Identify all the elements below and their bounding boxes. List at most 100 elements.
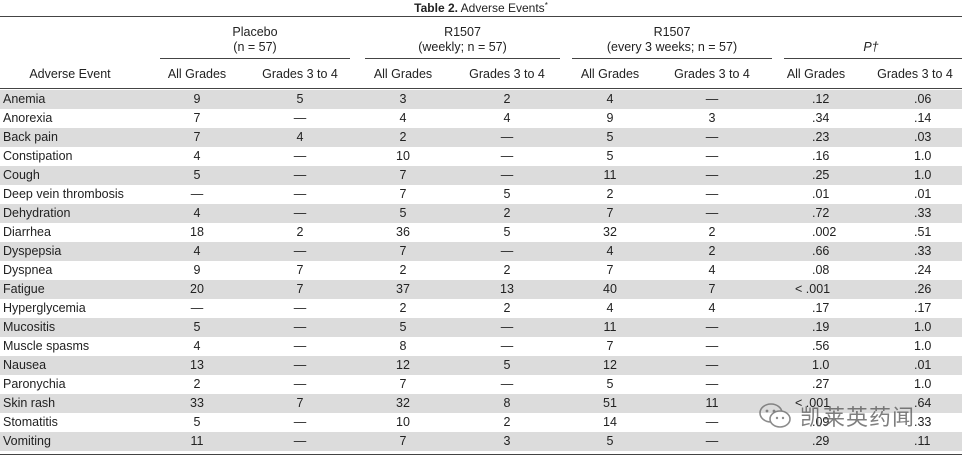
row-event-name: Dyspnea <box>3 263 53 277</box>
table-cell: 5 <box>193 320 201 334</box>
table-cell: 4 <box>193 149 201 163</box>
table-cell: — <box>705 206 719 220</box>
top-rule <box>0 16 962 17</box>
table-label: Table 2. <box>414 1 458 15</box>
table-cell: 2 <box>503 263 511 277</box>
table-cell: .09 <box>812 415 830 429</box>
table-cell: 5 <box>606 434 614 448</box>
table-cell: — <box>705 168 719 182</box>
group-header-placebo: Placebo (n = 57) <box>160 25 350 55</box>
table-cell: .17 <box>914 301 932 315</box>
group-subtitle: (every 3 weeks; n = 57) <box>606 40 738 54</box>
group-underline <box>365 58 560 59</box>
row-band <box>0 280 962 299</box>
table-cell: .66 <box>812 244 830 258</box>
table-cell: 2 <box>503 415 511 429</box>
table-cell: 2 <box>503 92 511 106</box>
table-cell: — <box>705 434 719 448</box>
table-cell: 12 <box>396 358 410 372</box>
table-cell: .64 <box>914 396 932 410</box>
group-title: Placebo <box>232 25 278 39</box>
table-cell: 4 <box>708 301 716 315</box>
table-cell: 5 <box>193 415 201 429</box>
group-underline <box>572 58 772 59</box>
table-cell: 2 <box>296 225 304 239</box>
table-cell: — <box>705 149 719 163</box>
table-cell: 2 <box>708 244 716 258</box>
table-cell: — <box>500 130 514 144</box>
row-event-name: Stomatitis <box>3 415 58 429</box>
table-cell: 2 <box>606 187 614 201</box>
table-cell: 4 <box>606 301 614 315</box>
table-cell: 4 <box>193 244 201 258</box>
header-rule <box>0 88 962 89</box>
table-cell: .11 <box>914 434 931 448</box>
table-cell: .25 <box>812 168 830 182</box>
row-event-name: Anemia <box>3 92 46 106</box>
row-band <box>0 242 962 261</box>
table-title: Adverse Events <box>460 1 545 15</box>
table-caption: Table 2. Adverse Events* <box>0 0 962 16</box>
col-header: Grades 3 to 4 <box>674 67 750 81</box>
row-band <box>0 128 962 147</box>
table-cell: — <box>705 415 719 429</box>
row-band <box>0 90 962 109</box>
table-cell: .16 <box>812 149 830 163</box>
table-cell: 11 <box>603 320 617 334</box>
table-cell: 7 <box>399 434 407 448</box>
table-cell: — <box>293 301 307 315</box>
table-cell: .24 <box>914 263 932 277</box>
table-cell: .19 <box>812 320 830 334</box>
table-cell: 8 <box>399 339 407 353</box>
table-cell: 13 <box>500 282 514 296</box>
row-event-name: Skin rash <box>3 396 56 410</box>
table-cell: — <box>293 358 307 372</box>
footnote-mark: * <box>544 1 548 10</box>
table-cell: 13 <box>190 358 204 372</box>
table-cell: .33 <box>914 415 932 429</box>
col-header: Grades 3 to 4 <box>877 67 953 81</box>
table-cell: 5 <box>606 377 614 391</box>
table-cell: .01 <box>914 187 932 201</box>
table-cell: — <box>500 168 514 182</box>
group-title: R1507 <box>653 25 691 39</box>
table-cell: 3 <box>708 111 716 125</box>
row-band <box>0 356 962 375</box>
table-cell: — <box>293 377 307 391</box>
table-cell: .26 <box>914 282 932 296</box>
row-band <box>0 394 962 413</box>
table-cell: 8 <box>503 396 511 410</box>
table-cell: 7 <box>296 263 304 277</box>
table-cell: 2 <box>503 301 511 315</box>
table-cell: 5 <box>193 168 201 182</box>
table-cell: 7 <box>399 244 407 258</box>
group-underline <box>784 58 962 59</box>
row-event-name: Hyperglycemia <box>3 301 86 315</box>
row-event-name: Muscle spasms <box>3 339 90 353</box>
table-cell: 12 <box>603 358 617 372</box>
table-cell: 2 <box>193 377 201 391</box>
group-underline <box>160 58 350 59</box>
table-cell: 9 <box>606 111 614 125</box>
table-cell: 11 <box>705 396 719 410</box>
row-band <box>0 204 962 223</box>
group-title: P† <box>863 40 879 54</box>
table-cell: — <box>500 320 514 334</box>
group-header-p-value: P† <box>780 40 962 55</box>
table-cell: .12 <box>812 92 830 106</box>
col-header: All Grades <box>786 67 846 81</box>
row-band <box>0 166 962 185</box>
group-header-every-3-weeks: R1507 (every 3 weeks; n = 57) <box>572 25 772 55</box>
row-event-name: Dehydration <box>3 206 71 220</box>
row-event-name: Anorexia <box>3 111 53 125</box>
table-cell: 1.0 <box>914 377 932 391</box>
table-cell: 7 <box>606 263 614 277</box>
table-cell: — <box>293 339 307 353</box>
table-cell: .29 <box>812 434 830 448</box>
table-cell: — <box>705 320 719 334</box>
table-cell: — <box>293 434 307 448</box>
row-event-name: Back pain <box>3 130 58 144</box>
table-cell: 10 <box>396 415 410 429</box>
table-cell: 9 <box>193 92 201 106</box>
col-header: Grades 3 to 4 <box>262 67 338 81</box>
